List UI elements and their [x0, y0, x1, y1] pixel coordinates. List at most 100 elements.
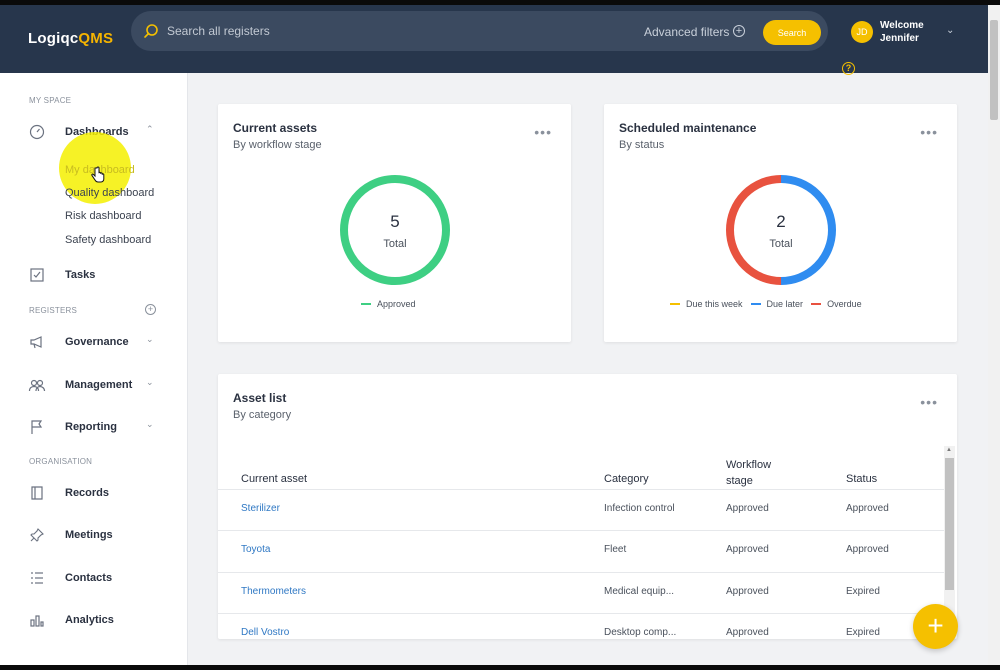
- asset-link[interactable]: Dell Vostro: [241, 627, 290, 638]
- asset-status: Expired: [846, 586, 880, 597]
- more-options-icon[interactable]: •••: [920, 394, 938, 410]
- asset-stage: Approved: [726, 503, 769, 514]
- column-header-workflow-stage[interactable]: Workflow stage: [726, 457, 771, 489]
- folder-icon: [28, 484, 46, 502]
- workflow-line-2: stage: [726, 475, 753, 487]
- legend-label: Approved: [377, 299, 416, 309]
- legend-item[interactable]: Due this week: [670, 299, 743, 309]
- asset-stage: Approved: [726, 627, 769, 638]
- search-bar: Advanced filters + Search: [131, 11, 828, 51]
- legend-item[interactable]: Overdue: [811, 299, 862, 309]
- table-scroll-thumb[interactable]: [945, 458, 954, 590]
- sidebar-label-management: Management: [65, 379, 133, 391]
- asset-list-card: Asset list By category ••• Current asset…: [218, 374, 957, 639]
- asset-link[interactable]: Toyota: [241, 544, 271, 555]
- table-row[interactable]: Thermometers Medical equip... Approved E…: [218, 572, 945, 613]
- legend-label: Due this week: [686, 299, 743, 309]
- avatar[interactable]: JD: [851, 21, 873, 43]
- donut-total-label: Total: [383, 238, 407, 250]
- column-header-asset[interactable]: Current asset: [241, 473, 308, 485]
- donut-slice-approved[interactable]: [340, 175, 450, 285]
- app-logo[interactable]: LogiqcQMS: [28, 30, 114, 47]
- add-register-icon[interactable]: +: [145, 304, 156, 315]
- add-fab-button[interactable]: +: [913, 604, 958, 649]
- column-header-category[interactable]: Category: [604, 473, 649, 485]
- add-filter-icon[interactable]: +: [733, 25, 745, 37]
- advanced-filters-link[interactable]: Advanced filters: [644, 25, 730, 39]
- scroll-up-arrow-icon[interactable]: ▲: [946, 447, 952, 453]
- asset-link[interactable]: Thermometers: [241, 586, 307, 597]
- column-header-status[interactable]: Status: [846, 473, 878, 485]
- search-button[interactable]: Search: [763, 20, 821, 45]
- user-welcome[interactable]: Welcome Jennifer: [880, 19, 924, 45]
- hand-cursor-icon: [91, 166, 105, 183]
- chevron-down-icon[interactable]: ⌄: [946, 25, 955, 36]
- table-row[interactable]: Sterilizer Infection control Approved Ap…: [218, 489, 945, 530]
- legend-item[interactable]: Approved: [361, 299, 416, 309]
- sidebar-item-records[interactable]: Records: [28, 483, 109, 503]
- search-input[interactable]: [167, 21, 587, 41]
- help-icon[interactable]: ?: [842, 62, 855, 75]
- table-row[interactable]: Dell Vostro Desktop comp... Approved Exp…: [218, 613, 945, 639]
- donut-slice-due-later[interactable]: [780, 175, 836, 285]
- sidebar-subitem-quality-dashboard[interactable]: Quality dashboard: [65, 187, 155, 199]
- flag-icon: [28, 418, 46, 436]
- chart-legend: Approved: [361, 299, 416, 309]
- sidebar-label-governance: Governance: [65, 336, 129, 348]
- table-row[interactable]: Toyota Fleet Approved Approved: [218, 530, 945, 571]
- chart-legend: Due this week Due later Overdue: [670, 299, 862, 309]
- section-registers: REGISTERS: [29, 306, 78, 315]
- sidebar: MY SPACE Dashboards ⌃ My dashboard Quali…: [0, 73, 188, 670]
- sidebar-subitem-risk-dashboard[interactable]: Risk dashboard: [65, 210, 142, 222]
- chevron-down-icon[interactable]: ⌄: [146, 377, 154, 387]
- sidebar-item-tasks[interactable]: Tasks: [28, 265, 95, 285]
- current-assets-card: Current assets By workflow stage ••• 5 T…: [218, 104, 571, 342]
- legend-swatch: [750, 303, 761, 305]
- card-subtitle: By status: [619, 139, 665, 151]
- welcome-text: Welcome: [880, 20, 924, 31]
- more-options-icon[interactable]: •••: [920, 124, 938, 140]
- asset-link[interactable]: Sterilizer: [241, 503, 280, 514]
- search-icon: [144, 24, 158, 38]
- checkbox-icon: [28, 266, 46, 284]
- sidebar-item-governance[interactable]: Governance: [28, 332, 129, 352]
- asset-stage: Approved: [726, 586, 769, 597]
- table-scrollbar[interactable]: ▲: [944, 446, 955, 639]
- sidebar-item-meetings[interactable]: Meetings: [28, 525, 113, 545]
- donut-slice-overdue[interactable]: [726, 175, 782, 285]
- legend-item[interactable]: Due later: [750, 299, 803, 309]
- sidebar-label-tasks: Tasks: [65, 269, 96, 281]
- bottom-border: [0, 665, 1000, 670]
- chevron-up-icon[interactable]: ⌃: [146, 124, 154, 134]
- scheduled-maintenance-donut: [726, 175, 836, 285]
- sidebar-item-contacts[interactable]: Contacts: [28, 568, 112, 588]
- card-title: Current assets: [233, 121, 318, 135]
- more-options-icon[interactable]: •••: [534, 124, 552, 140]
- chevron-down-icon[interactable]: ⌄: [146, 334, 154, 344]
- sidebar-label-reporting: Reporting: [65, 421, 117, 433]
- card-title: Scheduled maintenance: [619, 121, 757, 135]
- sidebar-subitem-safety-dashboard[interactable]: Safety dashboard: [65, 234, 152, 246]
- list-icon: [28, 569, 46, 587]
- asset-stage: Approved: [726, 544, 769, 555]
- card-title: Asset list: [233, 391, 287, 405]
- sidebar-label-contacts: Contacts: [65, 572, 113, 584]
- card-subtitle: By category: [233, 409, 292, 421]
- sidebar-item-analytics[interactable]: Analytics: [28, 610, 114, 630]
- sidebar-item-reporting[interactable]: Reporting: [28, 417, 117, 437]
- page-scrollbar[interactable]: [988, 5, 1000, 665]
- pin-icon: [28, 526, 46, 544]
- section-my-space: MY SPACE: [29, 96, 72, 105]
- asset-status: Approved: [846, 544, 889, 555]
- page-scroll-thumb[interactable]: [990, 20, 998, 120]
- sidebar-item-management[interactable]: Management: [28, 375, 132, 395]
- top-border: [0, 0, 1000, 5]
- asset-status: Approved: [846, 503, 889, 514]
- sidebar-subitem-my-dashboard[interactable]: My dashboard: [65, 164, 135, 176]
- donut-total-label: Total: [769, 238, 793, 250]
- chevron-down-icon[interactable]: ⌄: [146, 419, 154, 429]
- sidebar-label-records: Records: [65, 487, 110, 499]
- scheduled-maintenance-card: Scheduled maintenance By status ••• 2 To…: [604, 104, 957, 342]
- sidebar-label-meetings: Meetings: [65, 529, 113, 541]
- bar-chart-icon: [28, 611, 46, 629]
